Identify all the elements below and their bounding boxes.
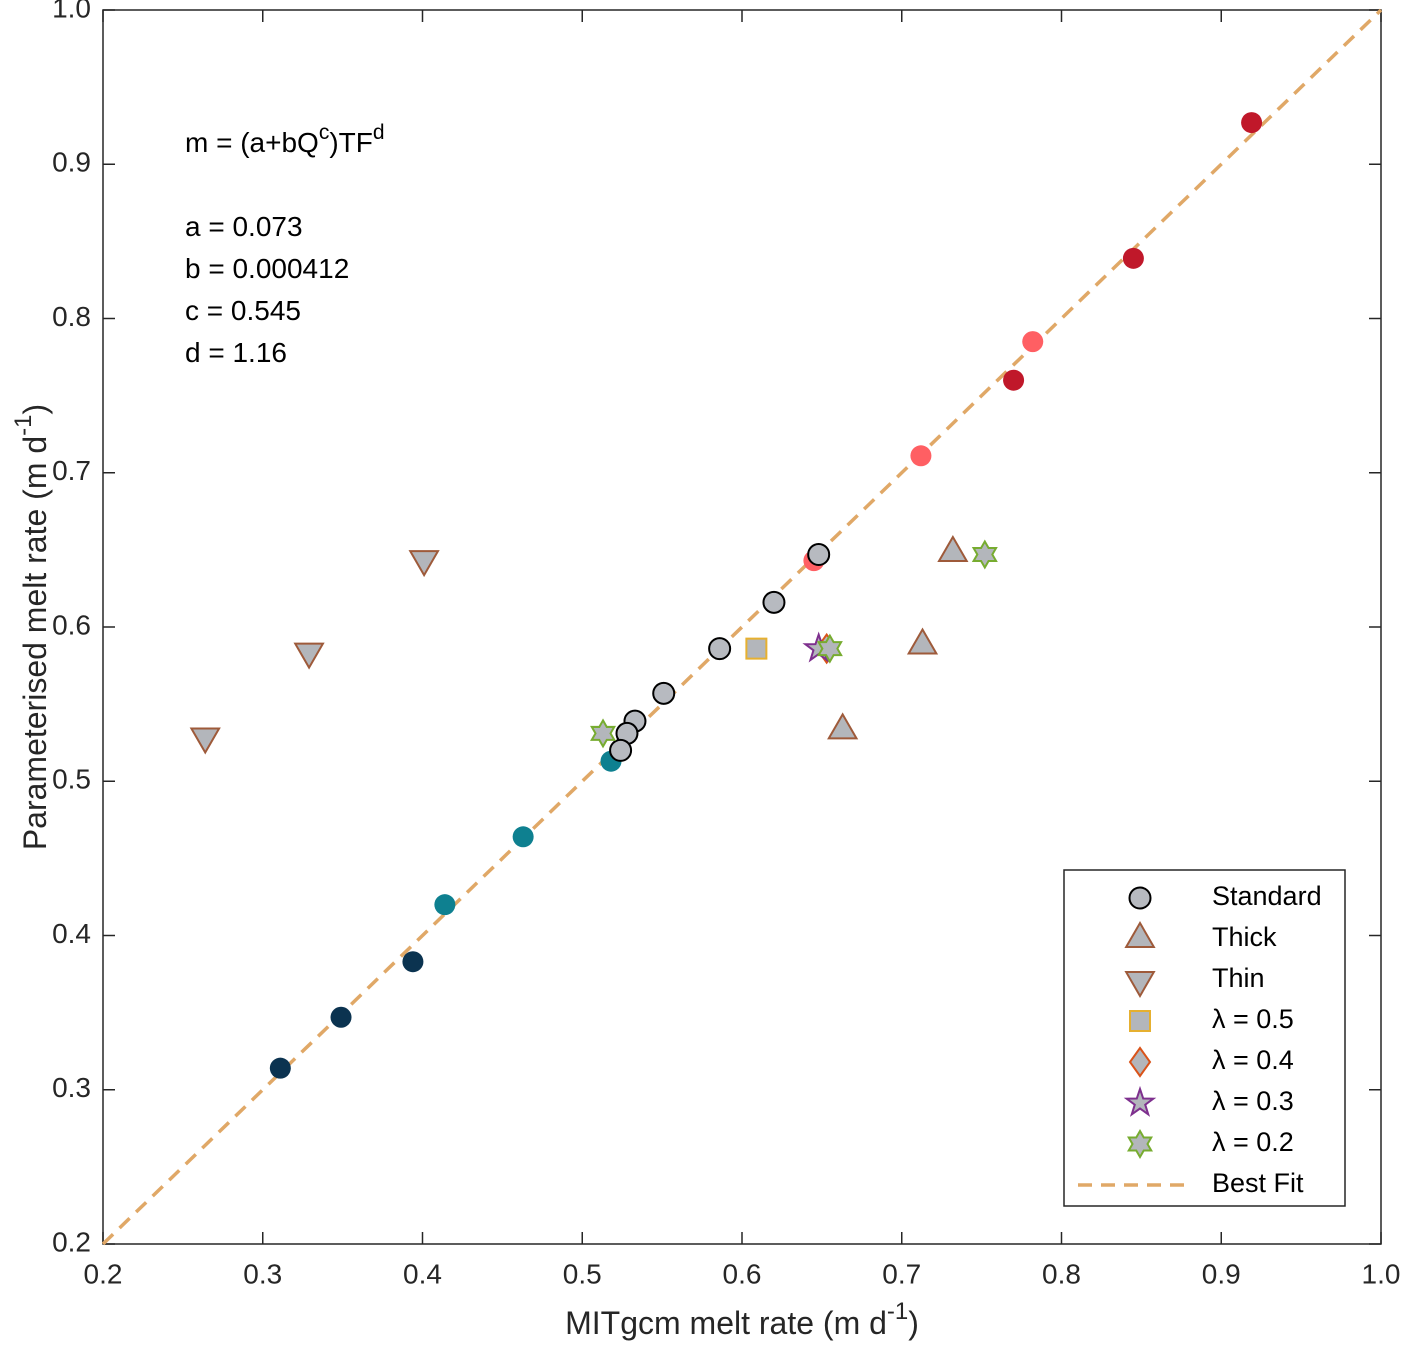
annotation: d = 1.16 bbox=[185, 337, 287, 368]
legend-marker bbox=[1123, 1085, 1157, 1117]
point bbox=[910, 445, 932, 467]
y-axis-label: Parameterised melt rate (m d-1) bbox=[10, 404, 54, 850]
x-axis-label-part: MITgcm melt rate (m d bbox=[565, 1305, 887, 1341]
point bbox=[330, 1006, 352, 1028]
annotation-part: m = (a+bQ bbox=[185, 127, 319, 158]
point bbox=[1122, 247, 1144, 269]
annotation-part: a = 0.073 bbox=[185, 211, 303, 242]
point bbox=[609, 738, 633, 762]
point bbox=[269, 1057, 291, 1079]
point bbox=[189, 727, 221, 755]
y-axis-label-part: Parameterised melt rate (m d bbox=[17, 436, 53, 850]
annotation: m = (a+bQc)TFd bbox=[185, 121, 385, 158]
y-tick-label: 0.7 bbox=[52, 455, 91, 486]
point bbox=[816, 633, 843, 664]
point bbox=[652, 681, 676, 705]
x-axis-label: MITgcm melt rate (m d-1) bbox=[565, 1298, 919, 1342]
y-tick-label: 0.3 bbox=[52, 1072, 91, 1103]
point bbox=[1003, 369, 1025, 391]
x-tick-label: 0.5 bbox=[563, 1258, 602, 1289]
legend-marker bbox=[1128, 886, 1152, 910]
legend-label: λ = 0.4 bbox=[1212, 1045, 1294, 1075]
x-tick-label: 0.8 bbox=[1042, 1258, 1081, 1289]
y-tick-label: 0.4 bbox=[52, 918, 91, 949]
legend-label: λ = 0.3 bbox=[1212, 1086, 1294, 1116]
x-axis-label-part: -1 bbox=[887, 1298, 908, 1325]
y-axis-label-part: ) bbox=[17, 404, 53, 415]
y-tick-label: 0.6 bbox=[52, 609, 91, 640]
annotation: c = 0.545 bbox=[185, 295, 301, 326]
x-tick-label: 0.2 bbox=[84, 1258, 123, 1289]
best-fit-line bbox=[101, 8, 1383, 1246]
annotation-part: c bbox=[319, 121, 330, 144]
y-tick-label: 0.9 bbox=[52, 147, 91, 178]
point bbox=[434, 894, 456, 916]
legend-marker bbox=[1128, 1046, 1152, 1078]
point bbox=[827, 712, 859, 740]
point bbox=[937, 534, 969, 562]
annotation-part: c = 0.545 bbox=[185, 295, 301, 326]
annotation: a = 0.073 bbox=[185, 211, 303, 242]
point bbox=[745, 637, 768, 660]
legend-label: Thin bbox=[1212, 963, 1265, 993]
point bbox=[293, 642, 325, 670]
x-tick-label: 0.6 bbox=[723, 1258, 762, 1289]
point bbox=[807, 543, 831, 567]
point bbox=[1022, 331, 1044, 353]
annotation-part: d = 1.16 bbox=[185, 337, 287, 368]
legend-label: λ = 0.2 bbox=[1212, 1127, 1294, 1157]
y-tick-label: 1.0 bbox=[52, 0, 91, 23]
legend-label: Best Fit bbox=[1212, 1168, 1304, 1198]
annotation-part: )TF bbox=[329, 127, 373, 158]
y-axis-label-part: -1 bbox=[10, 414, 37, 435]
point bbox=[971, 539, 998, 570]
annotation-part: d bbox=[373, 121, 385, 144]
point bbox=[512, 826, 534, 848]
x-axis-label-part: ) bbox=[908, 1305, 919, 1341]
point bbox=[590, 718, 617, 749]
legend-label: λ = 0.5 bbox=[1212, 1004, 1294, 1034]
point bbox=[1241, 112, 1263, 134]
x-tick-label: 0.9 bbox=[1202, 1258, 1241, 1289]
y-tick-label: 0.2 bbox=[52, 1226, 91, 1257]
point bbox=[708, 637, 732, 661]
x-tick-label: 0.7 bbox=[882, 1258, 921, 1289]
annotation-part: b = 0.000412 bbox=[185, 253, 349, 284]
legend-marker bbox=[1124, 971, 1156, 998]
x-tick-label: 0.3 bbox=[243, 1258, 282, 1289]
y-tick-label: 0.5 bbox=[52, 764, 91, 795]
legend-marker bbox=[1129, 1010, 1151, 1032]
legend-label: Thick bbox=[1212, 922, 1277, 952]
point bbox=[402, 951, 424, 973]
legend-marker bbox=[1127, 1128, 1153, 1160]
y-tick-label: 0.8 bbox=[52, 301, 91, 332]
legend-box bbox=[1063, 869, 1346, 1207]
annotation: b = 0.000412 bbox=[185, 253, 349, 284]
legend-label: Standard bbox=[1212, 881, 1322, 911]
x-tick-label: 0.4 bbox=[403, 1258, 442, 1289]
point bbox=[762, 590, 786, 614]
legend-marker bbox=[1124, 921, 1156, 948]
point bbox=[906, 627, 939, 655]
point bbox=[408, 550, 440, 578]
x-tick-label: 1.0 bbox=[1362, 1258, 1401, 1289]
